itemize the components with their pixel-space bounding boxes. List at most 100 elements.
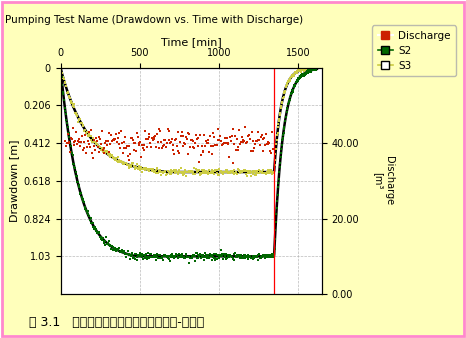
Point xyxy=(218,170,225,175)
Point xyxy=(191,145,198,150)
Point xyxy=(150,254,157,260)
Point xyxy=(76,139,83,145)
Point xyxy=(295,75,302,81)
Point xyxy=(248,255,255,261)
Point xyxy=(156,169,164,174)
Point xyxy=(266,140,273,146)
Point xyxy=(120,249,128,254)
Point xyxy=(174,169,182,174)
Point xyxy=(165,256,173,262)
Point xyxy=(274,125,282,130)
Point xyxy=(147,166,154,171)
Point xyxy=(265,142,272,147)
Point xyxy=(262,131,270,137)
Point xyxy=(161,252,169,258)
Point xyxy=(307,70,314,75)
Point xyxy=(64,132,72,137)
Point xyxy=(68,100,75,106)
Point xyxy=(226,252,234,258)
Point xyxy=(304,67,312,72)
Point xyxy=(97,234,105,240)
Point xyxy=(164,254,171,260)
Point xyxy=(288,90,295,95)
Point xyxy=(101,238,109,244)
Point xyxy=(297,72,305,77)
Y-axis label: Drawdown [m]: Drawdown [m] xyxy=(9,140,19,222)
Point xyxy=(117,160,124,165)
Point xyxy=(170,253,177,259)
Point xyxy=(201,170,208,176)
Point xyxy=(150,252,158,258)
Point xyxy=(140,147,147,152)
Point xyxy=(286,98,293,104)
Point xyxy=(157,128,164,134)
Point xyxy=(223,251,230,257)
Point xyxy=(309,66,316,72)
Point xyxy=(237,139,245,144)
Point xyxy=(161,137,169,142)
Point xyxy=(128,160,136,165)
Point xyxy=(89,220,96,226)
Point xyxy=(195,256,202,261)
Point xyxy=(153,131,161,137)
Point xyxy=(206,170,214,176)
Point xyxy=(116,249,123,255)
Point xyxy=(135,254,143,259)
Point xyxy=(145,131,152,136)
Point xyxy=(143,167,150,172)
Point xyxy=(215,255,223,261)
Point xyxy=(154,170,162,176)
Point xyxy=(262,171,270,176)
Point xyxy=(78,133,86,139)
Point xyxy=(141,165,148,170)
Point xyxy=(184,151,192,156)
Point xyxy=(71,139,78,144)
Point xyxy=(212,143,219,148)
Point xyxy=(62,84,70,89)
Point xyxy=(228,254,236,259)
Point xyxy=(272,220,280,225)
Point xyxy=(299,74,306,79)
Point xyxy=(204,169,211,174)
Point xyxy=(72,139,79,144)
Point xyxy=(146,167,154,172)
Point xyxy=(193,169,201,174)
Point xyxy=(118,247,126,252)
Point xyxy=(69,126,76,131)
Point xyxy=(254,170,261,176)
Point xyxy=(233,254,240,260)
Point xyxy=(178,169,185,175)
Point xyxy=(163,254,170,260)
Point xyxy=(137,166,144,171)
Point xyxy=(173,169,181,174)
Point xyxy=(122,135,129,140)
Point xyxy=(223,256,231,261)
Point xyxy=(301,66,308,72)
Point xyxy=(158,256,165,261)
Point xyxy=(229,170,237,175)
Point xyxy=(77,121,85,126)
Point xyxy=(99,149,107,154)
Point xyxy=(113,246,121,251)
Point xyxy=(131,166,138,172)
Point xyxy=(168,172,175,177)
Point xyxy=(247,256,254,261)
Point xyxy=(187,169,195,174)
Point xyxy=(269,170,277,176)
Point xyxy=(212,256,219,261)
Point xyxy=(96,230,103,236)
Point xyxy=(178,129,185,134)
Point xyxy=(132,164,140,169)
Point xyxy=(297,75,305,80)
Point xyxy=(152,144,160,149)
Point xyxy=(109,244,116,249)
Point xyxy=(124,248,132,254)
Point xyxy=(150,134,157,140)
Point xyxy=(227,169,234,174)
Point xyxy=(245,168,253,173)
Point xyxy=(73,113,81,118)
Point xyxy=(237,254,244,260)
Point xyxy=(122,160,130,166)
Point xyxy=(288,90,295,96)
Point xyxy=(213,143,220,148)
